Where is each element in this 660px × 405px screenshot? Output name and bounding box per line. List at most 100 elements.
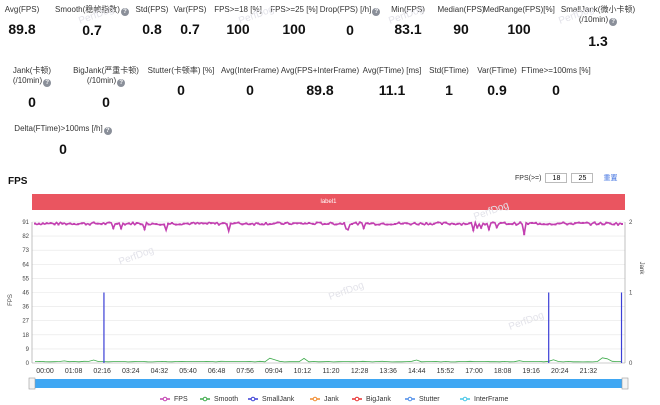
- help-icon[interactable]: ?: [609, 18, 618, 26]
- fps-point: [174, 223, 177, 226]
- fps-point: [542, 223, 545, 226]
- metric-value: 0: [552, 82, 560, 98]
- metric-9: MedRange(FPS)[%] 100: [449, 5, 589, 37]
- metric-label: Smooth(稳帧指数): [55, 5, 120, 14]
- fps-point: [417, 223, 420, 226]
- fps-point: [260, 223, 263, 226]
- fps-point: [65, 223, 68, 226]
- fps-point: [280, 222, 283, 225]
- x-tick-label: 00:00: [36, 368, 54, 375]
- fps-point: [566, 223, 569, 226]
- slider-handle-right[interactable]: [621, 377, 629, 390]
- legend-item[interactable]: FPS: [174, 396, 188, 403]
- fps-point: [217, 223, 220, 226]
- fps-low-input[interactable]: [545, 173, 568, 183]
- help-icon[interactable]: ?: [120, 8, 129, 16]
- reset-button[interactable]: 重置: [603, 175, 618, 182]
- legend-marker: [407, 396, 413, 402]
- metric-12: BigJank(严重卡顿) (/10min)? 0: [36, 66, 176, 110]
- metric-value: 90: [453, 21, 469, 37]
- x-tick-label: 03:24: [122, 368, 140, 375]
- metric-value: 0.7: [180, 21, 200, 37]
- legend-item[interactable]: Stutter: [419, 396, 440, 403]
- help-icon[interactable]: ?: [103, 127, 112, 135]
- fps-point: [589, 223, 592, 226]
- y-tick-label: 18: [22, 333, 29, 339]
- fps-point: [233, 222, 236, 225]
- metric-14: Avg(InterFrame) 0: [180, 66, 320, 98]
- help-icon[interactable]: ?: [372, 8, 381, 16]
- fps-point: [139, 223, 142, 226]
- fps-point: [73, 222, 76, 225]
- metric-value: 0.9: [487, 82, 507, 98]
- fps-point: [409, 223, 412, 226]
- fps-point: [151, 222, 154, 225]
- legend-item[interactable]: Smooth: [214, 396, 238, 403]
- fps-point: [296, 222, 299, 225]
- fps-section-title: FPS: [8, 176, 28, 187]
- legend-item[interactable]: Jank: [324, 396, 339, 403]
- fps-point: [257, 222, 260, 225]
- fps-point: [245, 222, 248, 225]
- fps-point: [394, 223, 397, 226]
- fps-point: [202, 222, 205, 225]
- fps-point: [304, 222, 307, 225]
- fps-point: [581, 221, 584, 224]
- fps-point: [534, 221, 537, 224]
- legend-item[interactable]: SmallJank: [262, 396, 295, 403]
- fps-point: [108, 221, 111, 224]
- fps-point: [155, 223, 158, 226]
- fps-point: [88, 223, 91, 226]
- metric-3: Var(FPS) 0.7: [120, 5, 260, 37]
- metric-label: Stutter(卡顿率) [%]: [147, 66, 215, 75]
- fps-point: [104, 223, 107, 226]
- fps-point: [350, 223, 353, 226]
- fps-point: [163, 223, 166, 226]
- y-tick-label: 91: [22, 220, 29, 226]
- watermark: PerfDog: [387, 4, 425, 27]
- metric-label: Drop(FPS) [/h]: [319, 5, 372, 14]
- fps-point: [593, 221, 596, 224]
- fps-point: [397, 221, 400, 224]
- fps-point: [167, 222, 170, 225]
- fps-point: [464, 223, 467, 226]
- metric-19: FTime>=100ms [%] 0: [486, 66, 626, 98]
- help-icon[interactable]: ?: [43, 79, 52, 87]
- y2-tick-label: 2: [629, 220, 633, 226]
- metric-label: Median(FPS): [437, 5, 485, 14]
- metric-label: MedRange(FPS)[%]: [483, 5, 555, 14]
- metric-20: Delta(FTime)>100ms [/h]? 0: [0, 124, 133, 157]
- metric-value: 1: [445, 82, 453, 98]
- metric-label: Jank(卡顿): [12, 66, 52, 75]
- watermark: PerfDog: [507, 310, 545, 333]
- y-tick-label: 46: [22, 291, 29, 297]
- fps-point: [617, 223, 620, 226]
- fps-point: [80, 222, 83, 225]
- slider-handle-left[interactable]: [28, 377, 36, 390]
- smooth-series-line: [34, 357, 623, 363]
- fps-high-input[interactable]: [571, 173, 594, 183]
- fps-point: [425, 221, 428, 224]
- fps-filter: FPS(>=) 重置: [515, 173, 617, 183]
- fps-point: [527, 223, 530, 226]
- x-tick-label: 18:08: [494, 368, 512, 375]
- metric-label: Avg(FPS+InterFrame): [280, 66, 360, 75]
- fps-point: [49, 222, 52, 225]
- fps-point: [210, 222, 213, 225]
- fps-point: [170, 222, 173, 225]
- fps-point: [444, 221, 447, 224]
- metric-value: 0: [346, 22, 354, 38]
- x-tick-label: 12:28: [351, 368, 369, 375]
- legend-item[interactable]: BigJank: [366, 396, 391, 403]
- y-axis-label: FPS: [8, 294, 14, 306]
- fps-point: [605, 221, 608, 224]
- fps-point: [519, 221, 522, 224]
- metric-label: FPS>=18 [%]: [214, 5, 262, 14]
- legend-item[interactable]: InterFrame: [474, 396, 508, 403]
- y-tick-label: 36: [22, 305, 29, 311]
- label-bar[interactable]: label1: [32, 194, 625, 210]
- help-icon[interactable]: ?: [117, 79, 126, 87]
- fps-point: [327, 222, 330, 225]
- y-tick-label: 27: [22, 319, 29, 325]
